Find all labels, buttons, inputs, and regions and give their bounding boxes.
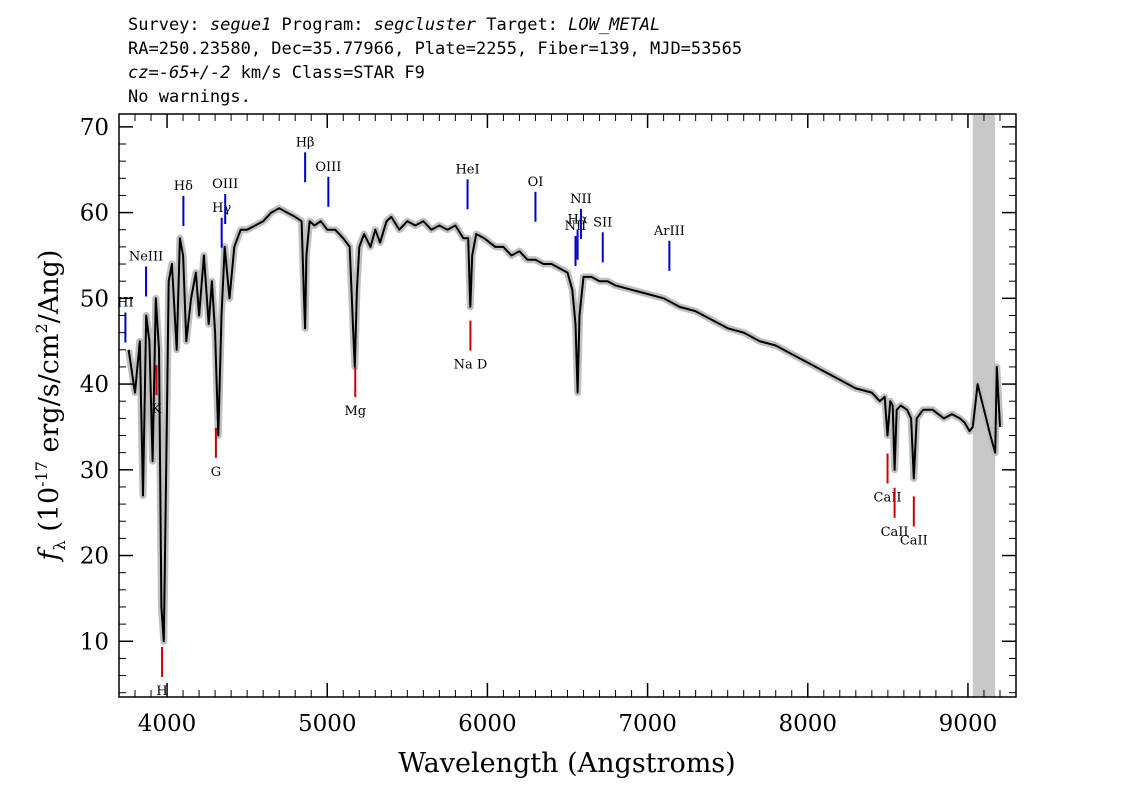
absorption-line-label: Na D — [454, 358, 488, 373]
absorption-line-label: CaII — [900, 533, 928, 548]
emission-line-label: HI — [117, 295, 133, 310]
header-line-2: RA=250.23580, Dec=35.77966, Plate=2255, … — [128, 39, 742, 59]
emission-line-label: HeI — [455, 162, 479, 177]
y-tick-label: 20 — [80, 544, 109, 570]
x-tick-label: 7000 — [618, 711, 677, 737]
header-line-4: No warnings. — [128, 87, 251, 107]
x-tick-label: 9000 — [939, 711, 998, 737]
emission-line-label: OIII — [315, 160, 341, 175]
spectrum-line — [127, 207, 1001, 643]
absorption-line-label: K — [152, 402, 162, 417]
x-tick-label: 5000 — [298, 711, 357, 737]
absorption-line-label: CaII — [874, 491, 902, 506]
y-tick-label: 40 — [80, 372, 109, 398]
emission-line-label: SII — [593, 215, 612, 230]
emission-line-label: Hγ — [212, 201, 231, 216]
spectrum-series — [127, 207, 1001, 643]
header-line-3: cz=-65+/-2 km/s Class=STAR F9 — [128, 63, 425, 83]
y-tick-label: 10 — [80, 629, 109, 655]
emission-line-label: ArIII — [653, 224, 685, 239]
absorption-line-label: H — [156, 684, 167, 699]
x-tick-label: 8000 — [778, 711, 837, 737]
emission-line-label: Hα — [568, 213, 588, 228]
emission-line-label: NII — [570, 192, 592, 207]
header-line-1: Survey: segue1 Program: segcluster Targe… — [128, 15, 660, 35]
x-tick-label: 4000 — [138, 711, 197, 737]
x-axis-title: Wavelength (Angstroms) — [398, 748, 735, 779]
axis-ticks — [118, 114, 1017, 697]
emission-line-label: Hβ — [296, 135, 315, 150]
y-tick-label: 60 — [80, 201, 109, 227]
y-tick-labels: 10 20 30 40 50 60 70 — [80, 115, 109, 655]
y-tick-label: 50 — [80, 286, 109, 312]
x-tick-labels: 4000 5000 6000 7000 8000 9000 — [138, 711, 997, 737]
header-info: Survey: segue1 Program: segcluster Targe… — [128, 15, 742, 107]
y-axis-title: fλ (10-17 erg/s/cm2/Ang) — [32, 250, 69, 563]
absorption-line-label: CaII — [881, 525, 909, 540]
emission-line-label: OIII — [212, 177, 238, 192]
y-tick-label: 70 — [80, 115, 109, 141]
x-tick-label: 6000 — [458, 711, 517, 737]
emission-line-label: OI — [528, 175, 544, 190]
absorption-line-label: G — [211, 465, 221, 480]
emission-line-label: Hδ — [174, 179, 193, 194]
y-tick-label: 30 — [80, 458, 109, 484]
absorption-line-label: Mg — [344, 404, 366, 419]
emission-line-label: NeIII — [129, 249, 163, 264]
error-band — [125, 204, 1004, 645]
error-band-path — [125, 204, 1004, 645]
plot-frame — [118, 113, 1017, 698]
